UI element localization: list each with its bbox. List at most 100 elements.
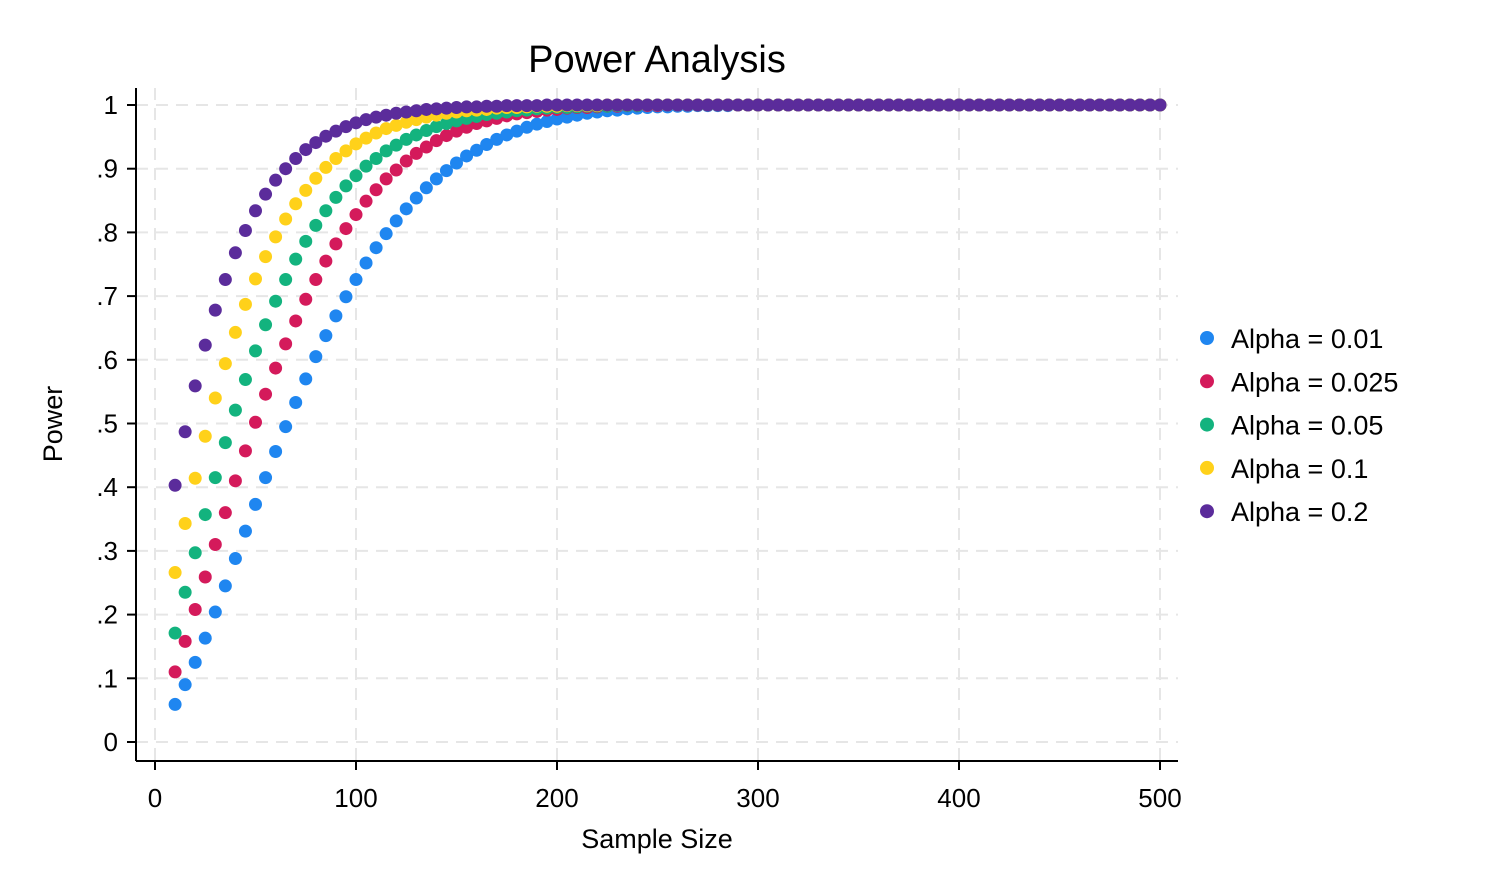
point-s4-78 [952,98,966,112]
point-s3-13 [299,183,313,197]
point-s1-0 [168,665,182,679]
point-s3-22 [389,118,403,132]
point-s4-89 [1063,98,1077,112]
grid-lines [136,88,1178,761]
point-s2-20 [369,152,383,166]
point-s4-71 [882,98,896,112]
point-s0-27 [439,164,453,178]
point-s2-18 [349,169,363,183]
point-s1-6 [228,474,242,488]
legend-label-3: Alpha = 0.1 [1231,454,1368,484]
x-tick-label-1: 100 [334,783,377,813]
point-s1-18 [349,208,363,222]
point-s4-15 [319,129,333,143]
point-s4-39 [560,98,574,112]
point-s0-15 [319,329,333,343]
x-tick-label-0: 0 [148,783,162,813]
point-s4-4 [208,303,222,317]
point-s4-80 [972,98,986,112]
point-s2-3 [198,508,212,522]
point-s3-14 [309,171,323,185]
point-s1-17 [339,222,353,236]
point-s0-8 [249,497,262,511]
point-s4-73 [902,98,916,112]
point-s3-6 [228,325,242,339]
point-s4-72 [892,98,906,112]
y-tick-label-1: .1 [96,663,118,693]
point-s2-7 [238,373,252,387]
point-s4-26 [429,102,443,116]
point-s1-29 [460,120,474,134]
point-s2-27 [439,116,453,130]
point-s2-9 [259,318,273,332]
point-s4-30 [470,100,484,114]
point-s4-92 [1093,98,1107,112]
y-tick-label-4: .4 [96,472,118,502]
point-s4-41 [580,98,594,112]
point-s3-19 [359,131,373,145]
point-s1-25 [419,140,433,154]
point-s3-2 [188,471,202,485]
point-s4-10 [269,173,283,187]
point-s1-28 [450,124,463,138]
point-s4-45 [620,98,634,112]
point-s0-6 [228,552,242,566]
axes: 0 100 200 300 400 500 0 .1 .2 .3 .4 .5 .6 .7 .8 .9 1 [96,88,1182,813]
point-s4-16 [329,124,343,138]
point-s1-5 [218,506,232,520]
point-s2-21 [379,144,393,158]
point-s4-85 [1022,98,1036,112]
point-s1-1 [178,634,192,648]
point-s1-27 [439,129,453,143]
point-s1-26 [429,134,443,148]
point-s4-34 [510,99,524,113]
point-s4-84 [1012,98,1026,112]
point-s4-82 [992,98,1006,112]
point-s4-60 [771,98,785,112]
point-s1-15 [319,254,333,268]
point-s4-35 [520,99,534,113]
point-s2-28 [450,114,463,128]
point-s0-4 [208,605,222,619]
point-s4-53 [701,98,715,112]
point-s3-1 [178,517,192,531]
point-s4-79 [962,98,976,112]
y-tick-label-0: 0 [104,727,118,757]
point-s4-95 [1123,98,1137,112]
point-s0-32 [490,132,504,146]
series-3 [168,98,1167,580]
point-s4-42 [590,98,604,112]
point-s4-40 [570,98,584,112]
point-s4-44 [610,98,624,112]
point-s1-3 [198,570,212,584]
point-s4-36 [530,99,544,113]
point-s4-86 [1032,98,1046,112]
point-s4-25 [419,102,433,116]
legend-label-0: Alpha = 0.01 [1231,324,1383,354]
x-tick-label-3: 300 [736,783,779,813]
point-s4-68 [852,98,865,112]
point-s0-7 [238,524,252,538]
point-s0-28 [450,156,463,170]
point-s4-93 [1103,98,1117,112]
y-tick-label-6: .6 [96,345,118,375]
point-s1-22 [389,163,403,177]
point-s4-19 [359,113,373,127]
point-s1-13 [299,292,313,306]
point-s0-31 [480,137,494,151]
point-s4-29 [460,100,474,114]
point-s4-65 [821,98,835,112]
point-s1-21 [379,172,393,186]
point-s0-22 [389,214,403,228]
point-s0-14 [309,350,323,364]
point-s4-6 [228,246,242,260]
point-s1-24 [409,146,423,160]
point-s2-2 [188,546,202,560]
point-s4-97 [1143,98,1157,112]
point-s4-5 [218,273,232,287]
point-s0-1 [178,678,192,692]
point-s4-61 [781,98,795,112]
point-s4-54 [711,98,725,112]
point-s0-29 [460,149,474,163]
point-s2-6 [228,403,242,417]
